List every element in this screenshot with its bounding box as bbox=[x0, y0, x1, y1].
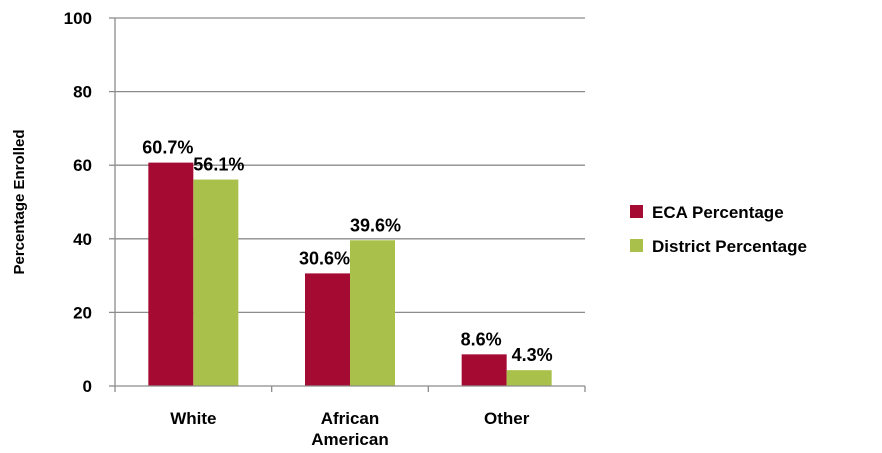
legend-label: District Percentage bbox=[652, 237, 807, 256]
data-label: 60.7% bbox=[142, 138, 193, 158]
y-tick-label: 0 bbox=[83, 377, 92, 396]
y-tick-label: 20 bbox=[73, 303, 92, 322]
legend: ECA Percentage District Percentage bbox=[630, 203, 807, 256]
y-tick-label: 80 bbox=[73, 83, 92, 102]
legend-label: ECA Percentage bbox=[652, 203, 784, 222]
bar-district-percentage bbox=[506, 370, 552, 386]
y-tick-labels: 0 20 40 60 80 100 bbox=[64, 9, 92, 396]
category-label: Other bbox=[484, 409, 530, 428]
y-axis-label: Percentage Enrolled bbox=[11, 129, 28, 274]
y-tick-label: 60 bbox=[73, 156, 92, 175]
data-label: 8.6% bbox=[461, 329, 502, 349]
bars bbox=[148, 162, 552, 386]
data-label: 30.6% bbox=[299, 248, 350, 268]
category-labels: White African American Other bbox=[170, 409, 530, 449]
category-label: White bbox=[170, 409, 216, 428]
bar-eca-percentage bbox=[305, 273, 350, 386]
data-label: 4.3% bbox=[512, 345, 553, 365]
data-labels: 60.7%56.1% 30.6%39.6% 8.6% 4.3% bbox=[142, 138, 552, 366]
legend-swatch bbox=[630, 239, 643, 252]
category-label: African American bbox=[311, 409, 388, 449]
y-tick-label: 40 bbox=[73, 230, 92, 249]
bar-eca-percentage bbox=[148, 162, 194, 386]
bar-district-percentage bbox=[193, 179, 239, 386]
bar-eca-percentage bbox=[461, 354, 507, 386]
bar-district-percentage bbox=[350, 240, 395, 386]
legend-swatch bbox=[630, 205, 643, 218]
y-tick-label: 100 bbox=[64, 9, 92, 28]
data-label: 39.6% bbox=[350, 215, 401, 235]
axes bbox=[109, 17, 586, 392]
data-label: 56.1% bbox=[193, 155, 244, 175]
